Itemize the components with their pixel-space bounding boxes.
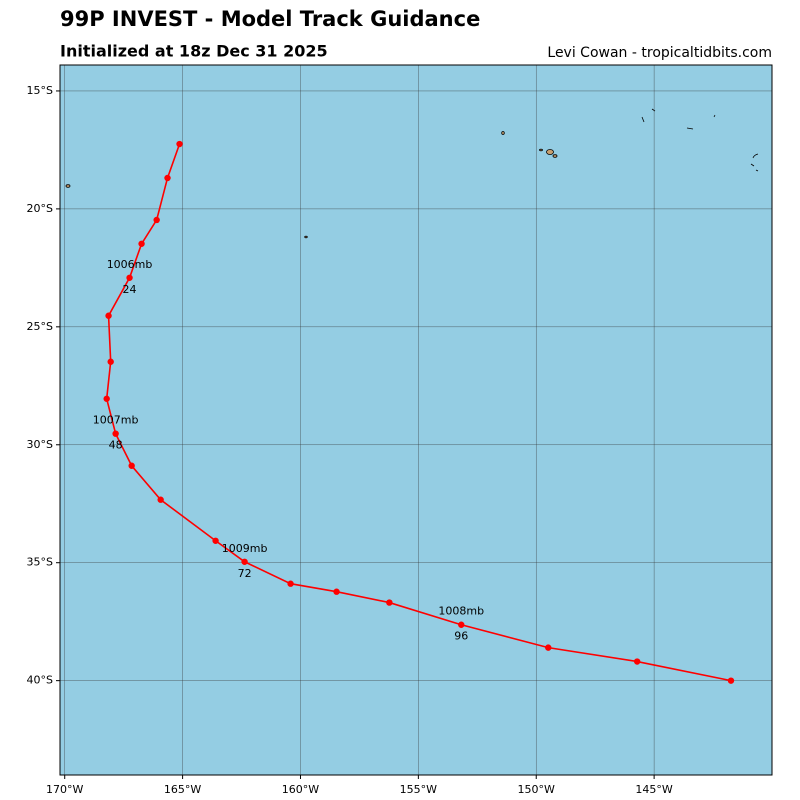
ocean: [59, 64, 773, 776]
track-point: [727, 677, 735, 684]
islands: [65, 108, 759, 239]
track-point: [153, 216, 160, 224]
y-tick-label: 40°S: [27, 674, 53, 687]
track-point: [176, 140, 183, 148]
x-tick-label: 155°W: [400, 783, 437, 796]
track-point: [105, 312, 112, 319]
track-point: [126, 274, 133, 281]
title: 99P INVEST - Model Track Guidance: [60, 7, 480, 31]
y-tick-label: 20°S: [27, 202, 53, 215]
track-point: [212, 537, 219, 544]
credit: Levi Cowan - tropicaltidbits.com: [547, 45, 772, 61]
x-tick-label: 145°W: [635, 783, 672, 796]
track-point: [103, 395, 110, 402]
hour-label: 48: [109, 439, 123, 452]
hour-label: 72: [238, 567, 252, 580]
track-point: [107, 358, 114, 365]
track-point: [386, 599, 393, 606]
pressure-label: 1007mb: [93, 414, 139, 427]
track-point: [138, 240, 145, 247]
pressure-label: 1009mb: [222, 542, 268, 555]
track-point: [333, 588, 340, 595]
x-tick-label: 165°W: [164, 783, 201, 796]
track-point: [128, 462, 135, 469]
frame: [59, 64, 773, 776]
track-point: [157, 496, 164, 503]
y-tick-label: 25°S: [27, 320, 53, 333]
hour-label: 96: [454, 630, 468, 643]
track-point: [458, 621, 465, 628]
track-point: [287, 580, 294, 587]
x-tick-label: 160°W: [282, 783, 319, 796]
y-tick-label: 30°S: [27, 438, 53, 451]
x-tick-label: 170°W: [46, 783, 83, 796]
x-tick-label: 150°W: [518, 783, 555, 796]
pressure-label: 1008mb: [438, 605, 484, 618]
track-point: [112, 430, 119, 437]
subtitle: Initialized at 18z Dec 31 2025: [60, 42, 328, 61]
track-line: [105, 143, 732, 682]
pressure-label: 1006mb: [107, 258, 153, 271]
track-point: [241, 558, 248, 565]
track-point: [633, 658, 641, 665]
hour-label: 24: [123, 283, 137, 296]
y-tick-label: 35°S: [27, 556, 53, 569]
y-tick-label: 15°S: [27, 84, 53, 97]
track-point: [545, 644, 552, 651]
track-point: [164, 174, 171, 182]
